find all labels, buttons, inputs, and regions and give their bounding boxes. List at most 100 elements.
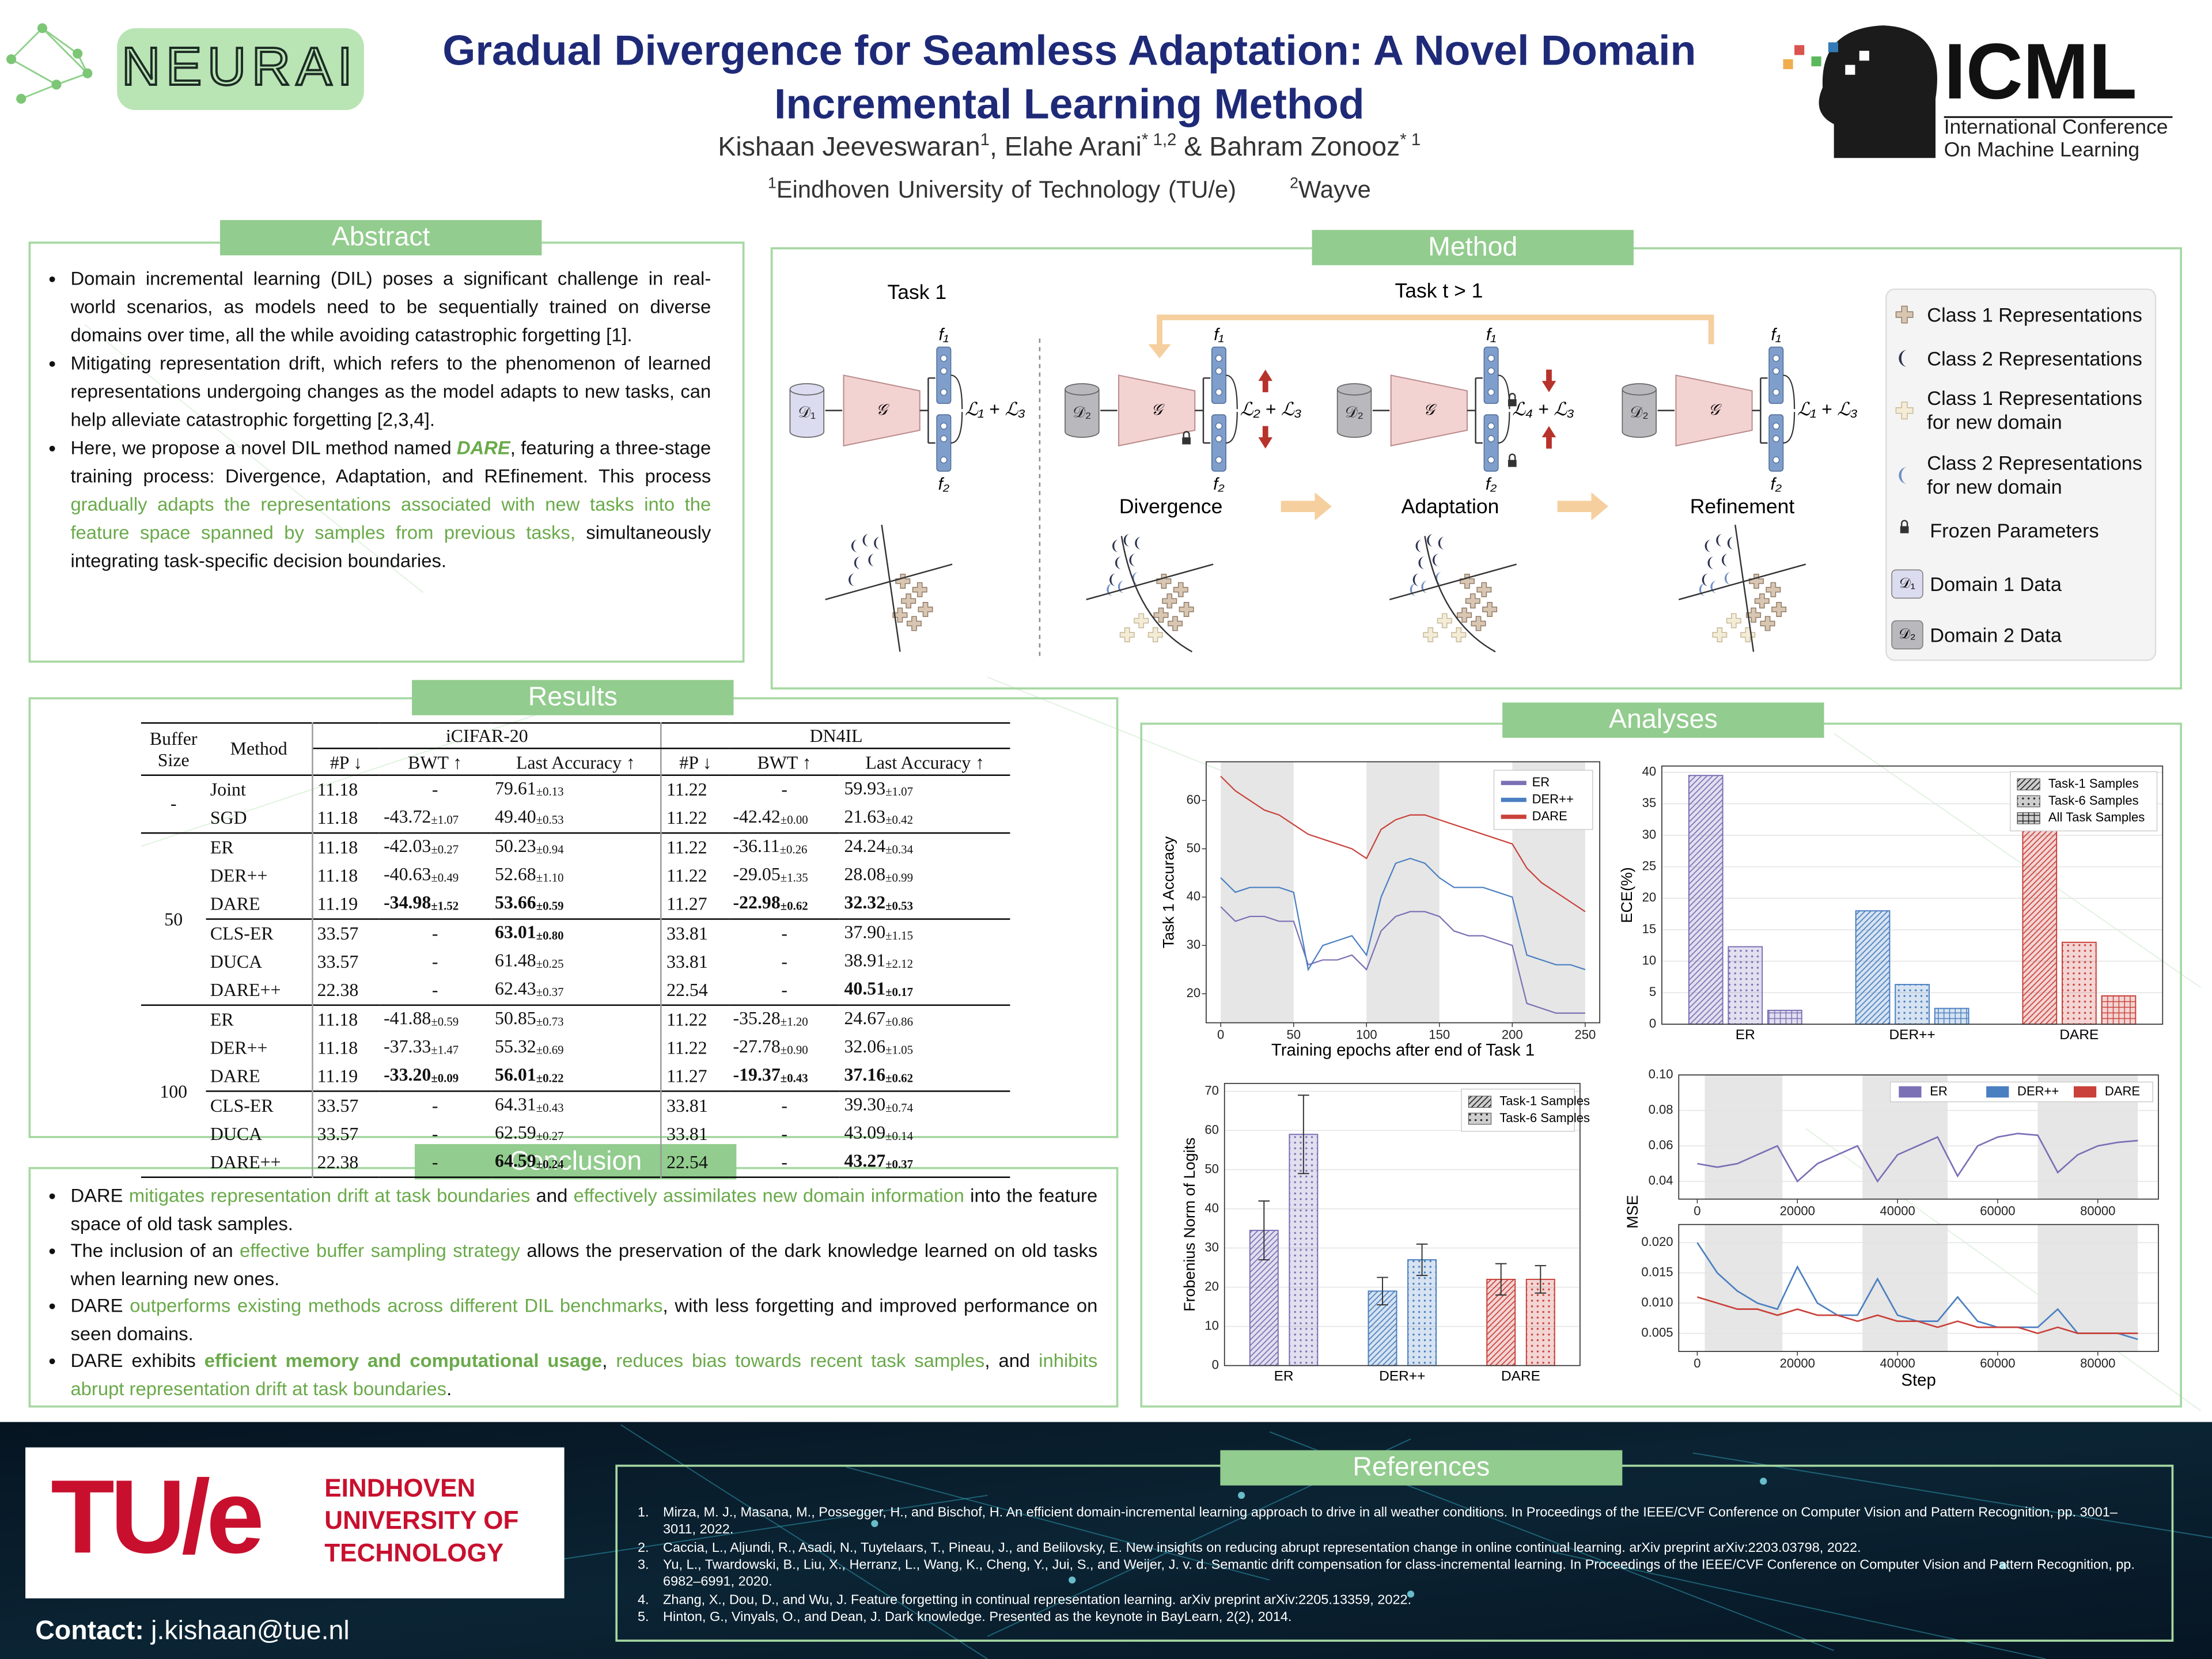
- domain-label: 𝒟₁: [1899, 575, 1915, 591]
- logo-network-line: [21, 84, 57, 100]
- cell-std: ±0.14: [885, 1128, 913, 1143]
- class-1-marker: [1749, 574, 1764, 589]
- data-line: [1220, 858, 1586, 972]
- data-row: - Joint 11.18-79.61±0.13 11.22-59.93±1.07: [141, 774, 1010, 833]
- table-cell: -36.11±0.26: [729, 833, 840, 862]
- reference: 4. Zhang, X., Dou, D., and Wu, J. Feature…: [638, 1592, 2150, 1609]
- table-cell: -: [431, 1152, 438, 1173]
- shaded-region: [1705, 1224, 1783, 1352]
- y-tick-label: 0.10: [1649, 1067, 1673, 1081]
- tue-logo-name: TECHNOLOGY: [324, 1539, 503, 1567]
- legend-swatch: [1468, 1112, 1492, 1125]
- header-cell: DN4IL: [661, 723, 1010, 750]
- background-network-line: [1834, 733, 2201, 988]
- legend-label: Task-6 Samples: [1499, 1111, 1590, 1125]
- table-cell: 33.57: [317, 923, 359, 945]
- flow-branch: [1467, 377, 1483, 444]
- class-1-marker: [895, 574, 911, 589]
- class-2-marker: [1707, 556, 1714, 570]
- loss-arrow: [1498, 374, 1510, 444]
- loss-arrow: [950, 374, 963, 444]
- class-2-marker: [1418, 556, 1425, 570]
- logo-network-line: [41, 27, 88, 74]
- legend-label: DARE: [2105, 1084, 2140, 1098]
- class-2-marker: [1899, 350, 1908, 367]
- table-cell: 43.09±0.14: [840, 1120, 1010, 1148]
- background-network-line: [84, 324, 424, 593]
- encoder-label: 𝒢: [1423, 401, 1437, 418]
- reference-number: 2.: [637, 1540, 649, 1556]
- shaded-region: [1862, 1224, 1948, 1352]
- method-name: DUCA: [206, 1119, 313, 1148]
- table-cell: 11.22: [666, 1037, 707, 1059]
- legend-label: Task-1 Samples: [2048, 776, 2139, 790]
- text-segment: DARE: [70, 1295, 130, 1316]
- plot-frame: [1224, 1082, 1581, 1366]
- cell-value: -37.33: [384, 1035, 431, 1056]
- class-2-marker: [1129, 554, 1136, 567]
- cell-std: ±0.24: [536, 1156, 564, 1171]
- head-unit: [1487, 456, 1495, 464]
- cell-value: 39.30: [844, 1093, 886, 1115]
- cell-value: 24.67: [844, 1007, 886, 1028]
- cell-std: ±0.59: [536, 898, 564, 912]
- legend-label: All Task Samples: [2048, 810, 2145, 824]
- y-tick-label: 25: [1642, 859, 1657, 873]
- class-2-marker: [1702, 573, 1709, 586]
- text-segment: Mitigating representation drift, which r…: [70, 353, 711, 430]
- method-name: DER++: [206, 1033, 313, 1062]
- table-cell: -42.42±0.00: [729, 804, 840, 832]
- cell-std: ±1.35: [780, 870, 808, 884]
- head-label: f₂: [938, 475, 949, 494]
- error-bar: [1495, 1263, 1507, 1296]
- x-tick-label: 250: [1574, 1027, 1596, 1041]
- encoder: [1118, 374, 1196, 447]
- legend-label: DER++: [2017, 1084, 2059, 1098]
- y-tick-label: 10: [1642, 953, 1657, 967]
- results-table-wrap: Buffer Size Method iCIFAR-20 DN4IL #P ↓ BWT ↑…: [141, 722, 1010, 1177]
- data-row: CLS-ER 33.57-63.01±0.80 33.81-37.90±1.15: [141, 918, 1010, 948]
- x-tick-label: 60000: [1980, 1204, 2015, 1218]
- legend-entry: Domain 2 Data: [1930, 623, 2062, 646]
- section-heading: References: [1353, 1452, 1490, 1482]
- cell-std: ±0.37: [536, 984, 564, 999]
- table-cell: 11.18: [317, 836, 358, 858]
- table-cell: 40.51±0.17: [840, 976, 1010, 1005]
- head-unit: [1772, 435, 1780, 442]
- cell-value: 28.08: [844, 863, 886, 884]
- class-2-marker: [1716, 533, 1723, 547]
- cell-value: 64.31: [495, 1093, 536, 1115]
- class-1-marker: [1134, 613, 1149, 628]
- reference-text: Yu, L., Twardowski, B., Liu, X., Herranz…: [663, 1557, 2135, 1590]
- method-name: ER: [206, 832, 313, 862]
- class-1-marker: [1712, 627, 1728, 643]
- shaded-region: [1705, 1075, 1783, 1199]
- x-tick-label: 20000: [1780, 1204, 1815, 1218]
- y-axis-label: Frobenius Norm of Logits: [1181, 1138, 1198, 1312]
- cell-value: -36.11: [733, 835, 780, 856]
- text-segment: ,: [602, 1350, 616, 1372]
- table-cell: 63.01±0.80: [490, 918, 662, 948]
- data-row: DUCA 33.57-61.48±0.25 33.81-38.91±2.12: [141, 948, 1010, 976]
- table-cell: -43.72±1.07: [380, 804, 491, 832]
- text-segment: effective buffer sampling strategy: [240, 1240, 520, 1262]
- table-cell: 37.90±1.15: [840, 919, 1010, 948]
- cell-value: 56.01: [495, 1063, 536, 1085]
- cell-value: 50.23: [495, 835, 536, 856]
- table-cell: 11.18: [317, 1009, 358, 1031]
- cell-std: ±0.99: [885, 870, 913, 884]
- class-2-marker: [874, 536, 881, 550]
- flow-branch: [919, 377, 935, 444]
- author-name: & Bahram Zonooz: [1176, 133, 1400, 163]
- x-tick-label: DER++: [1889, 1027, 1935, 1043]
- cell-value: 52.68: [495, 863, 536, 884]
- data-row: DARE++ 22.38-62.43±0.37 22.54-40.51±0.17: [141, 976, 1010, 1005]
- table-cell: -: [781, 779, 787, 801]
- class-1-marker: [906, 616, 922, 631]
- encoder-label: 𝒢: [1709, 401, 1722, 418]
- icml-pixel: [1783, 59, 1793, 70]
- table-cell: 22.38: [317, 1152, 359, 1173]
- cell-value: -41.88: [384, 1007, 431, 1028]
- cell-std: ±0.13: [536, 784, 564, 798]
- reference: 2. Caccia, L., Aljundi, R., Asadi, N., Tu…: [638, 1540, 2150, 1556]
